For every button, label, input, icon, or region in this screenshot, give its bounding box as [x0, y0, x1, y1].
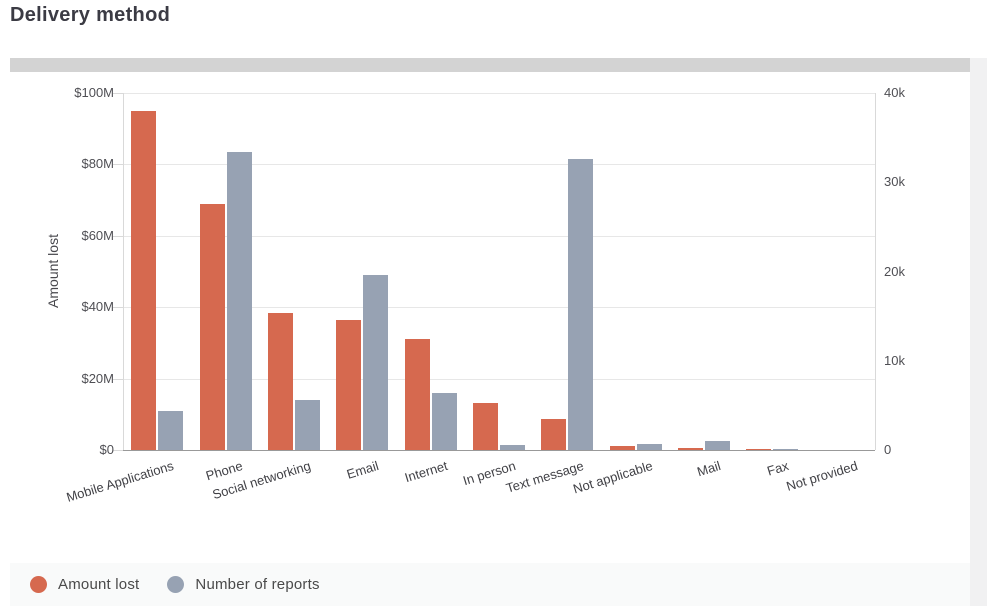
bar-amount-lost[interactable]	[199, 204, 225, 450]
gridline	[123, 307, 875, 309]
amount-lost-swatch-icon	[30, 576, 47, 593]
bar-number-of-reports[interactable]	[705, 441, 731, 450]
bar-amount-lost[interactable]	[609, 446, 635, 450]
left-axis-line	[123, 93, 124, 450]
chart-legend: Amount lost Number of reports	[10, 563, 970, 606]
left-axis-tick	[113, 93, 123, 94]
left-axis-tick-label: $20M	[81, 370, 114, 386]
legend-item-number-of-reports[interactable]: Number of reports	[167, 576, 319, 593]
right-axis-tick-label: 20k	[884, 263, 905, 279]
x-axis-category-label: Not applicable	[570, 458, 655, 497]
bar-amount-lost[interactable]	[473, 403, 498, 450]
bar-amount-lost[interactable]	[131, 111, 157, 450]
gridline	[123, 164, 875, 166]
left-axis-tick-label: $40M	[81, 299, 114, 315]
bar-number-of-reports[interactable]	[500, 445, 525, 450]
bar-number-of-reports[interactable]	[431, 393, 457, 450]
bar-amount-lost[interactable]	[267, 313, 293, 450]
bar-amount-lost[interactable]	[678, 448, 704, 450]
legend-item-amount-lost[interactable]: Amount lost	[30, 576, 139, 593]
left-axis-tick-label: $0	[99, 442, 114, 457]
gridline	[123, 93, 875, 94]
bar-number-of-reports[interactable]	[568, 159, 594, 450]
gridline	[123, 378, 875, 380]
legend-label: Amount lost	[58, 576, 140, 593]
x-axis-category-label: Fax	[765, 458, 791, 479]
page-title: Delivery method	[10, 4, 171, 26]
bar-amount-lost[interactable]	[336, 320, 362, 450]
bar-amount-lost[interactable]	[404, 339, 430, 450]
gridline	[123, 235, 875, 237]
right-axis-tick-label: 40k	[884, 85, 905, 100]
bar-number-of-reports[interactable]	[363, 275, 389, 450]
bar-number-of-reports[interactable]	[773, 449, 799, 450]
bar-amount-lost[interactable]	[746, 449, 772, 450]
right-axis-line	[875, 93, 876, 450]
number-of-reports-swatch-icon	[167, 576, 185, 593]
bar-number-of-reports[interactable]	[294, 400, 320, 450]
bar-number-of-reports[interactable]	[636, 444, 662, 450]
x-axis-category-label: Internet	[402, 458, 450, 486]
left-axis-tick	[113, 378, 123, 380]
left-axis-tick-label: $100M	[74, 85, 114, 100]
left-axis-tick	[113, 164, 123, 166]
left-axis-tick	[113, 450, 123, 451]
x-axis-category-label: Not provided	[784, 458, 860, 494]
dual-axis-bar-chart: Amount lost Number of reports $0$20M$40M…	[10, 72, 987, 563]
left-axis-tick	[113, 307, 123, 309]
bar-number-of-reports[interactable]	[226, 152, 252, 450]
x-axis-category-label: Email	[345, 458, 381, 482]
x-axis-line	[123, 450, 875, 451]
chart-card: Amount lost Number of reports $0 $20M $40M…	[10, 58, 987, 606]
right-axis-tick-label: 30k	[884, 174, 905, 190]
bar-number-of-reports[interactable]	[158, 411, 184, 450]
legend-label: Number of reports	[195, 576, 320, 593]
right-axis-tick-label: 10k	[884, 352, 905, 368]
card-top-bar	[10, 58, 970, 72]
x-axis-category-label: Mail	[695, 458, 723, 480]
right-axis-tick-label: 0	[884, 442, 892, 457]
left-axis-tick-label: $80M	[81, 156, 114, 172]
left-axis-tick	[113, 235, 123, 237]
bar-amount-lost[interactable]	[541, 419, 567, 450]
x-axis-category-label: Mobile Applications	[64, 458, 176, 505]
page-background-strip	[970, 58, 987, 606]
left-axis-tick-label: $60M	[81, 227, 114, 243]
